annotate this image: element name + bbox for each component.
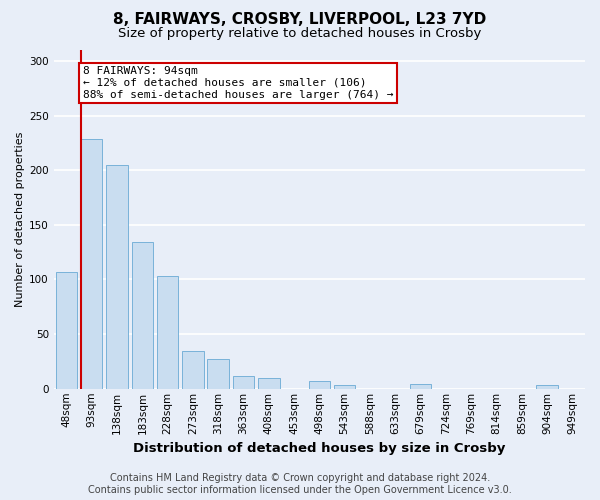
Bar bbox=[131, 242, 153, 389]
Bar bbox=[334, 386, 355, 389]
Bar bbox=[157, 276, 178, 389]
Bar bbox=[258, 378, 280, 389]
Bar bbox=[182, 350, 203, 389]
Text: Contains HM Land Registry data © Crown copyright and database right 2024.
Contai: Contains HM Land Registry data © Crown c… bbox=[88, 474, 512, 495]
Bar bbox=[536, 386, 558, 389]
Bar bbox=[106, 164, 128, 389]
Text: 8 FAIRWAYS: 94sqm
← 12% of detached houses are smaller (106)
88% of semi-detache: 8 FAIRWAYS: 94sqm ← 12% of detached hous… bbox=[83, 66, 394, 100]
Bar bbox=[56, 272, 77, 389]
Text: Size of property relative to detached houses in Crosby: Size of property relative to detached ho… bbox=[118, 28, 482, 40]
Bar bbox=[308, 381, 330, 389]
Bar bbox=[233, 376, 254, 389]
Bar bbox=[208, 360, 229, 389]
Text: 8, FAIRWAYS, CROSBY, LIVERPOOL, L23 7YD: 8, FAIRWAYS, CROSBY, LIVERPOOL, L23 7YD bbox=[113, 12, 487, 28]
Bar bbox=[81, 138, 103, 389]
Y-axis label: Number of detached properties: Number of detached properties bbox=[15, 132, 25, 307]
Bar bbox=[410, 384, 431, 389]
X-axis label: Distribution of detached houses by size in Crosby: Distribution of detached houses by size … bbox=[133, 442, 506, 455]
